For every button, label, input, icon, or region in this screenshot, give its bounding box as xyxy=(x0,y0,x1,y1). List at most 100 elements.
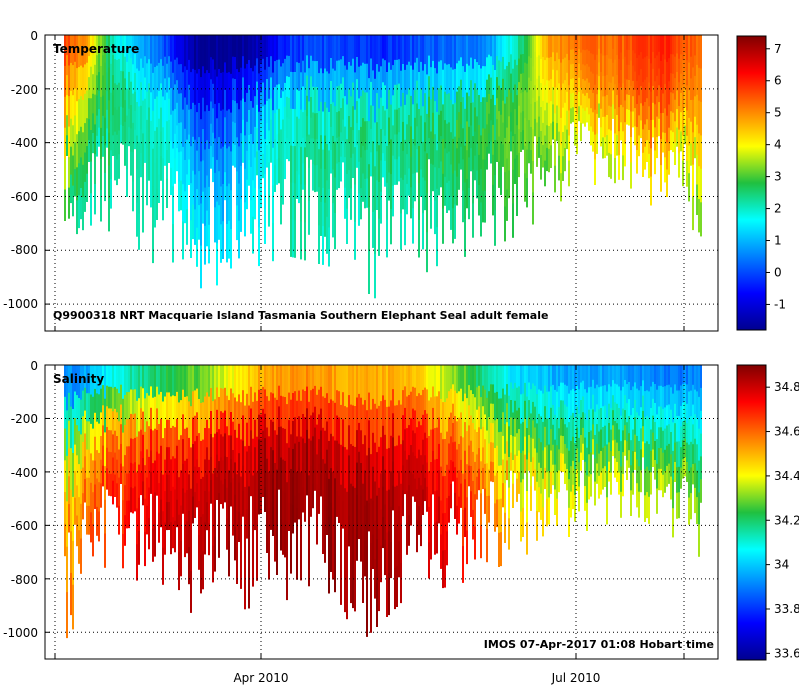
profile-segment xyxy=(480,102,482,137)
profile-segment xyxy=(310,117,312,139)
profile-segment xyxy=(694,137,696,159)
profile-segment xyxy=(314,448,316,470)
profile-segment xyxy=(178,64,180,95)
profile-segment xyxy=(190,72,192,110)
profile-segment xyxy=(490,141,492,164)
profile-segment xyxy=(680,365,682,387)
profile-segment xyxy=(120,106,122,126)
profile-segment xyxy=(388,62,390,91)
profile-segment xyxy=(356,57,358,80)
profile-segment xyxy=(408,485,410,516)
profile-segment xyxy=(424,455,426,479)
profile-segment xyxy=(468,35,470,67)
profile-segment xyxy=(452,173,454,209)
profile-segment xyxy=(142,365,144,389)
profile-segment xyxy=(632,451,634,474)
profile-segment xyxy=(614,421,616,441)
profile-segment xyxy=(424,432,426,456)
profile-segment xyxy=(392,437,394,463)
profile-segment xyxy=(672,450,674,481)
profile-segment xyxy=(482,426,484,448)
profile-segment xyxy=(222,35,224,73)
profile-segment xyxy=(662,132,664,153)
profile-segment xyxy=(630,490,632,516)
profile-segment xyxy=(290,434,292,470)
profile-segment xyxy=(168,419,170,448)
profile-segment xyxy=(298,416,300,443)
profile-segment xyxy=(578,486,580,512)
profile-segment xyxy=(340,132,342,158)
profile-segment xyxy=(280,457,282,489)
profile-segment xyxy=(494,140,496,176)
profile-segment xyxy=(82,132,84,166)
profile-segment xyxy=(574,495,576,522)
profile-segment xyxy=(322,73,324,112)
profile-segment xyxy=(410,391,412,419)
profile-segment xyxy=(108,365,110,388)
profile-segment xyxy=(306,55,308,77)
profile-segment xyxy=(418,35,420,73)
profile-segment xyxy=(578,413,580,439)
profile-segment xyxy=(136,68,138,103)
y-tick-label: 0 xyxy=(30,29,38,43)
profile-segment xyxy=(552,87,554,105)
profile-segment xyxy=(668,404,670,425)
profile-segment xyxy=(188,109,190,136)
profile-segment xyxy=(376,582,378,627)
profile-segment xyxy=(424,410,426,434)
profile-segment xyxy=(354,487,356,530)
profile-segment xyxy=(198,535,200,570)
profile-segment xyxy=(70,90,72,120)
profile-segment xyxy=(294,469,296,497)
profile-segment xyxy=(68,187,70,219)
profile-segment xyxy=(608,105,610,130)
profile-segment xyxy=(690,143,692,166)
profile-segment xyxy=(430,365,432,398)
colorbar-tick-label: 34.2 xyxy=(774,513,799,527)
profile-segment xyxy=(576,385,578,408)
profile-segment xyxy=(684,365,686,385)
profile-segment xyxy=(428,117,430,139)
profile-segment xyxy=(418,72,420,110)
profile-segment xyxy=(246,422,248,453)
profile-segment xyxy=(232,121,234,144)
profile-segment xyxy=(178,93,180,124)
profile-segment xyxy=(354,528,356,571)
profile-segment xyxy=(178,152,180,183)
profile-segment xyxy=(602,116,604,138)
profile-segment xyxy=(128,365,130,393)
profile-segment xyxy=(226,224,228,263)
profile-segment xyxy=(272,478,274,508)
profile-segment xyxy=(288,447,290,476)
profile-segment xyxy=(252,438,254,477)
profile-segment xyxy=(460,102,462,125)
profile-segment xyxy=(164,522,166,555)
profile-segment xyxy=(242,440,244,467)
profile-segment xyxy=(378,108,380,146)
profile-segment xyxy=(288,139,290,162)
profile-segment xyxy=(526,92,528,122)
profile-segment xyxy=(430,494,432,528)
profile-segment xyxy=(430,163,432,197)
salinity-colorbar xyxy=(736,364,767,661)
profile-segment xyxy=(318,488,320,514)
profile-segment xyxy=(616,442,618,463)
profile-segment xyxy=(146,91,148,121)
profile-segment xyxy=(194,466,196,493)
profile-segment xyxy=(490,442,492,463)
profile-segment xyxy=(328,227,330,267)
profile-segment xyxy=(450,132,452,166)
profile-segment xyxy=(160,391,162,420)
profile-segment xyxy=(316,139,318,166)
profile-segment xyxy=(482,190,484,223)
profile-segment xyxy=(178,181,180,212)
profile-segment xyxy=(564,404,566,425)
profile-segment xyxy=(658,365,660,387)
profile-segment xyxy=(76,515,78,547)
profile-segment xyxy=(128,500,130,529)
profile-segment xyxy=(196,388,198,413)
profile-segment xyxy=(684,420,686,440)
profile-segment xyxy=(280,395,282,428)
profile-segment xyxy=(492,35,494,66)
profile-segment xyxy=(700,433,702,458)
